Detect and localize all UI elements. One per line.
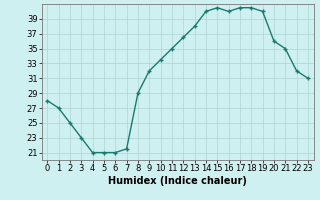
X-axis label: Humidex (Indice chaleur): Humidex (Indice chaleur) [108, 176, 247, 186]
